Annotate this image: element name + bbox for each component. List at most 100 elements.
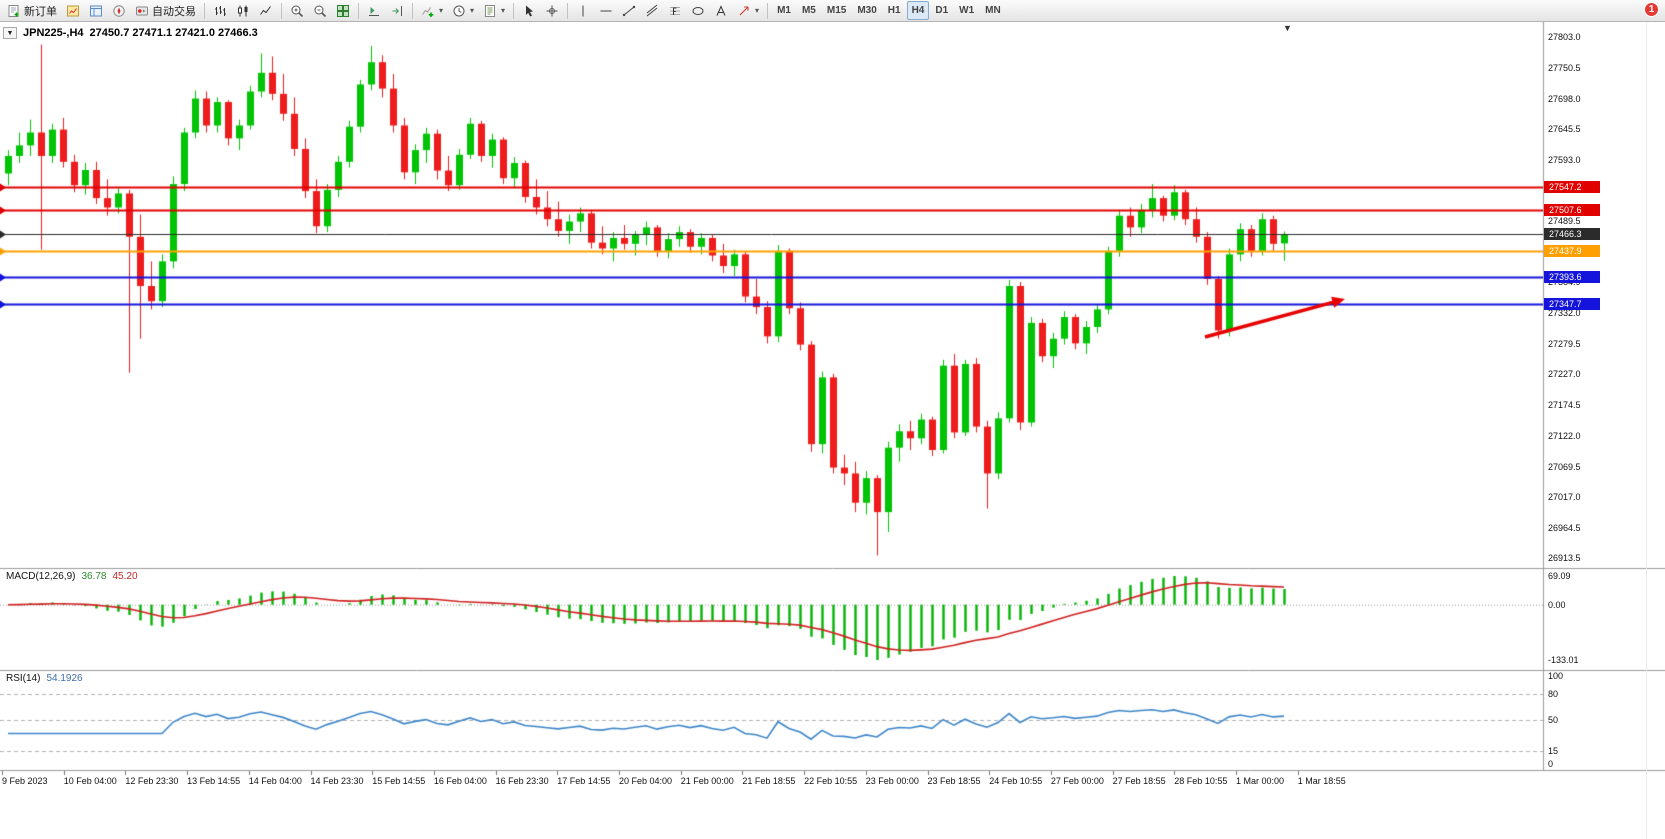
hline-icon (599, 4, 613, 18)
toolbar-separator (412, 2, 413, 19)
data-window-button[interactable] (85, 1, 107, 20)
new-order-button[interactable]: 新订单 (3, 1, 61, 20)
autotrading-icon (135, 4, 149, 18)
tf-h1-button[interactable]: H1 (883, 1, 906, 20)
toolbar-separator (358, 2, 359, 19)
dropdown-arrow-icon: ▾ (755, 6, 760, 15)
chart-symbol-period: JPN225-,H4 (23, 27, 84, 39)
price-scale-label: 27803.0 (1548, 32, 1581, 43)
new-order-button-label: 新订单 (24, 5, 57, 18)
cursor-icon (522, 4, 536, 18)
time-axis-label: 1 Mar 00:00 (1236, 776, 1285, 786)
chart-shift-marker-icon[interactable] (1283, 23, 1292, 33)
chart-canvas[interactable] (0, 22, 1665, 839)
market-watch-icon (66, 4, 80, 18)
price-line-badge[interactable]: 27507.6 (1544, 204, 1600, 217)
time-axis-label: 1 Mar 18:55 (1297, 776, 1346, 786)
templates-button[interactable]: ▾ (479, 1, 509, 20)
tf-m15-button[interactable]: M15 (822, 1, 851, 20)
bar-chart-icon (213, 4, 227, 18)
price-scale-label: 27593.0 (1548, 155, 1581, 166)
periods-button[interactable]: ▾ (448, 1, 478, 20)
dropdown-arrow-icon: ▾ (501, 6, 506, 15)
one-click-trading-toggle[interactable] (3, 27, 17, 39)
notification-badge[interactable]: 1 (1644, 2, 1659, 17)
chart-shift-button[interactable] (386, 1, 408, 20)
channel-icon (645, 4, 659, 18)
zoom-out-button[interactable] (309, 1, 331, 20)
trendline-button[interactable] (618, 1, 640, 20)
price-line-badge[interactable]: 27547.2 (1544, 180, 1600, 193)
time-axis-label: 23 Feb 18:55 (927, 776, 981, 786)
tf-h1-button-label: H1 (887, 5, 901, 16)
dropdown-arrow-icon: ▾ (439, 6, 444, 15)
chart-shift-icon (390, 4, 404, 18)
line-chart-icon (259, 4, 273, 18)
trendline-icon (622, 4, 636, 18)
chart-ohlc-values: 27450.7 27471.1 27421.0 27466.3 (89, 27, 258, 39)
vertical-line-button[interactable] (572, 1, 594, 20)
tf-d1-button-label: D1 (935, 5, 949, 16)
crosshair-button[interactable] (541, 1, 563, 20)
shapes-icon (691, 4, 705, 18)
tf-mn-button[interactable]: MN (980, 1, 1006, 20)
time-axis-label: 27 Feb 00:00 (1050, 776, 1104, 786)
market-watch-button[interactable] (62, 1, 84, 20)
macd-scale-label: 0.00 (1548, 599, 1566, 610)
auto-scroll-button[interactable] (363, 1, 385, 20)
tf-m5-button[interactable]: M5 (797, 1, 821, 20)
price-line-badge[interactable]: 27347.7 (1544, 297, 1600, 310)
price-line-badge[interactable]: 27466.3 (1544, 228, 1600, 241)
price-line-badge[interactable]: 27393.6 (1544, 270, 1600, 283)
tf-h4-button[interactable]: H4 (906, 1, 930, 20)
time-axis-label: 20 Feb 04:00 (619, 776, 673, 786)
price-scale-label: 27122.0 (1548, 430, 1581, 441)
tf-w1-button[interactable]: W1 (954, 1, 979, 20)
autotrading-button[interactable]: 自动交易 (131, 1, 200, 20)
time-axis-label: 15 Feb 14:55 (372, 776, 426, 786)
rsi-scale-label: 15 (1548, 745, 1559, 756)
time-axis-label: 21 Feb 18:55 (742, 776, 796, 786)
price-scale-label: 26964.5 (1548, 523, 1581, 534)
time-axis-label: 16 Feb 04:00 (433, 776, 487, 786)
price-scale-label: 27017.0 (1548, 492, 1581, 503)
zoom-out-icon (313, 4, 327, 18)
fibonacci-icon (668, 4, 682, 18)
indicators-button[interactable]: ▾ (417, 1, 447, 20)
price-scale-label: 26913.5 (1548, 553, 1581, 564)
bar-chart-button[interactable] (209, 1, 231, 20)
line-chart-button[interactable] (255, 1, 277, 20)
tf-m30-button[interactable]: M30 (852, 1, 881, 20)
price-line-badge[interactable]: 27437.9 (1544, 244, 1600, 257)
clock-icon (452, 4, 466, 18)
tf-d1-button[interactable]: D1 (930, 1, 953, 20)
price-scale-label: 27698.0 (1548, 93, 1581, 104)
macd-name: MACD(12,26,9) (6, 571, 76, 582)
rsi-scale-label: 50 (1548, 715, 1559, 725)
arrow-tools-button[interactable]: ▾ (733, 1, 763, 20)
channel-button[interactable] (641, 1, 663, 20)
time-axis-label: 17 Feb 14:55 (557, 776, 611, 786)
navigator-icon (112, 4, 126, 18)
text-icon (714, 4, 728, 18)
tile-windows-icon (336, 4, 350, 18)
shapes-button[interactable] (687, 1, 709, 20)
time-axis-label: 13 Feb 14:55 (187, 776, 241, 786)
indicators-icon (421, 4, 435, 18)
fibonacci-button[interactable] (664, 1, 686, 20)
cursor-button[interactable] (518, 1, 540, 20)
rsi-indicator-label: RSI(14) 54.1926 (6, 673, 83, 684)
macd-indicator-label: MACD(12,26,9) 36.78 45.20 (6, 571, 138, 582)
tile-windows-button[interactable] (332, 1, 354, 20)
horizontal-line-button[interactable] (595, 1, 617, 20)
price-scale-label: 27227.0 (1548, 369, 1581, 380)
navigator-button[interactable] (108, 1, 130, 20)
time-axis-label: 14 Feb 04:00 (248, 776, 302, 786)
candlestick-chart-button[interactable] (232, 1, 254, 20)
text-button[interactable] (710, 1, 732, 20)
macd-histogram-value: 36.78 (81, 571, 107, 582)
tf-m1-button[interactable]: M1 (772, 1, 796, 20)
toolbar-separator (767, 2, 769, 19)
zoom-in-button[interactable] (286, 1, 308, 20)
